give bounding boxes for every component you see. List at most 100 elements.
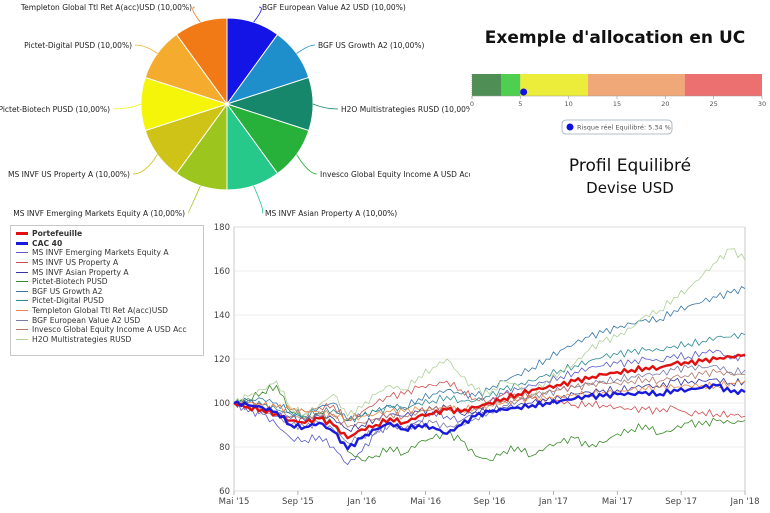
pie-leader-line: [132, 154, 158, 175]
pie-slice-label: BGF US Growth A2 (10,00%): [318, 41, 424, 50]
legend-item[interactable]: MS INVF Emerging Markets Equity A: [16, 248, 198, 258]
legend-swatch: [16, 232, 28, 236]
legend-label: Invesco Global Equity Income A USD Acc: [32, 325, 187, 335]
x-tick-label: Sep '17: [665, 497, 697, 507]
currency-label: Devise USD: [586, 179, 674, 197]
risk-tick-label: 5: [518, 100, 522, 108]
risk-tick-label: 15: [613, 100, 621, 108]
pie-slice-label: Invesco Global Equity Income A USD Acc (…: [320, 170, 470, 179]
x-tick-label: Mai '16: [410, 497, 441, 507]
legend-item[interactable]: Pictet-Digital PUSD: [16, 296, 198, 306]
legend-item[interactable]: CAC 40: [16, 239, 198, 249]
series-line[interactable]: [233, 383, 746, 451]
x-tick-label: Sep '15: [282, 497, 314, 507]
legend-label: Templeton Global Ttl Ret A(acc)USD: [32, 306, 168, 316]
risk-segment: [588, 74, 685, 96]
legend-swatch: [16, 290, 28, 292]
risk-segment: [501, 74, 521, 96]
x-tick-label: Jan '16: [346, 497, 376, 507]
pie-leader-line: [192, 6, 201, 23]
legend-item[interactable]: MS INVF Asian Property A: [16, 267, 198, 277]
y-tick-label: 140: [214, 311, 230, 321]
legend-swatch: [16, 310, 28, 312]
legend-item[interactable]: BGF European Value A2 USD: [16, 315, 198, 325]
pie-leader-line: [253, 185, 264, 214]
legend-swatch: [16, 329, 28, 331]
legend-item[interactable]: H2O Multistrategies RUSD: [16, 335, 198, 345]
y-tick-label: 120: [214, 355, 230, 365]
pie-leader-line: [253, 6, 262, 23]
series-line[interactable]: [233, 353, 746, 440]
y-tick-label: 100: [214, 399, 230, 409]
legend-swatch: [16, 300, 28, 302]
risk-segment: [684, 74, 762, 96]
legend-swatch: [16, 262, 28, 264]
legend-label: Pictet-Biotech PUSD: [32, 277, 108, 287]
pie-leader-line: [112, 103, 142, 110]
legend-item[interactable]: Portefeuille: [16, 229, 198, 239]
pie-slice-label: Templeton Global Ttl Ret A(acc)USD (10,0…: [20, 3, 192, 12]
x-tick-label: Mai '15: [219, 497, 250, 507]
risk-tick-label: 0: [470, 100, 474, 108]
legend-label: H2O Multistrategies RUSD: [32, 334, 132, 344]
legend-swatch: [16, 319, 28, 321]
legend-label: Pictet-Digital PUSD: [32, 296, 104, 306]
chart-legend: Portefeuille CAC 40 MS INVF Emerging Marke…: [10, 225, 204, 356]
pie-leader-line: [134, 44, 158, 54]
legend-label: BGF US Growth A2: [32, 286, 103, 296]
series-line[interactable]: [233, 248, 746, 417]
x-tick-label: Mai '17: [602, 497, 633, 507]
y-tick-label: 160: [214, 267, 230, 277]
pie-slice-label: Pictet-Digital PUSD (10,00%): [24, 41, 132, 50]
legend-swatch: [16, 271, 28, 273]
legend-item[interactable]: BGF US Growth A2: [16, 287, 198, 297]
legend-swatch: [16, 241, 28, 245]
series-line[interactable]: [233, 368, 746, 428]
legend-label: MS INVF Emerging Markets Equity A: [32, 248, 169, 258]
series-line[interactable]: [233, 286, 746, 423]
risk-legend-dot: [566, 123, 574, 131]
risk-segment: [472, 74, 501, 96]
y-tick-label: 60: [219, 487, 230, 497]
allocation-pie-chart: BGF European Value A2 USD (10,00%) BGF US…: [0, 3, 470, 218]
pie-leader-line: [312, 103, 339, 110]
risk-tick-label: 10: [565, 100, 573, 108]
pie-slice-label: MS INVF Emerging Markets Equity A (10,00…: [13, 209, 185, 218]
legend-item[interactable]: Pictet-Biotech PUSD: [16, 277, 198, 287]
pie-slice-label: BGF European Value A2 USD (10,00%): [262, 3, 406, 12]
risk-tick-label: 30: [758, 100, 766, 108]
y-tick-label: 80: [219, 443, 230, 453]
legend-item[interactable]: MS INVF US Property A: [16, 258, 198, 268]
legend-label: CAC 40: [32, 238, 63, 248]
legend-label: MS INVF Asian Property A: [32, 267, 129, 277]
pie-slice[interactable]: [175, 17, 228, 106]
pie-leader-line: [296, 44, 316, 54]
legend-swatch: [16, 252, 28, 254]
risk-marker-dot: [520, 88, 528, 96]
x-tick-label: Jan '17: [538, 497, 568, 507]
risk-tick-label: 25: [710, 100, 718, 108]
pie-leader-line: [296, 154, 318, 175]
risk-marker-box: [561, 119, 673, 135]
pie-slice-label: H2O Multistrategies RUSD (10,00%): [341, 105, 470, 114]
legend-swatch: [16, 281, 28, 283]
legend-item[interactable]: Invesco Global Equity Income A USD Acc: [16, 325, 198, 335]
risk-marker-label: Risque réel Equilibré: 5.34 %: [577, 124, 671, 132]
pie-slice-label: MS INVF US Property A (10,00%): [8, 170, 130, 179]
pie-leader-line: [187, 185, 201, 214]
pie-slice-label: Pictet-Biotech PUSD (10,00%): [0, 105, 110, 114]
pie-slice-label: MS INVF Asian Property A (10,00%): [265, 209, 397, 218]
x-tick-label: Jan '18: [730, 497, 760, 507]
series-line[interactable]: [233, 364, 746, 445]
performance-line-chart: 60 80 100 120 140 160 180 Mai '15 Sep '15 Jan '16…: [214, 223, 760, 507]
profile-label: Profil Equilibré: [568, 156, 692, 176]
legend-label: BGF European Value A2 USD: [32, 315, 141, 325]
series-line[interactable]: [233, 332, 746, 421]
series-line[interactable]: [233, 349, 746, 465]
legend-label: MS INVF US Property A: [32, 258, 119, 268]
page-title: Exemple d'allocation en UC: [484, 28, 746, 48]
legend-label: Portefeuille: [32, 229, 83, 239]
risk-gauge: 0 5 10 15 20 25 30 Risque réel Equilibré: 5.34…: [470, 74, 766, 135]
legend-item[interactable]: Templeton Global Ttl Ret A(acc)USD: [16, 306, 198, 316]
risk-tick-label: 20: [661, 100, 669, 108]
